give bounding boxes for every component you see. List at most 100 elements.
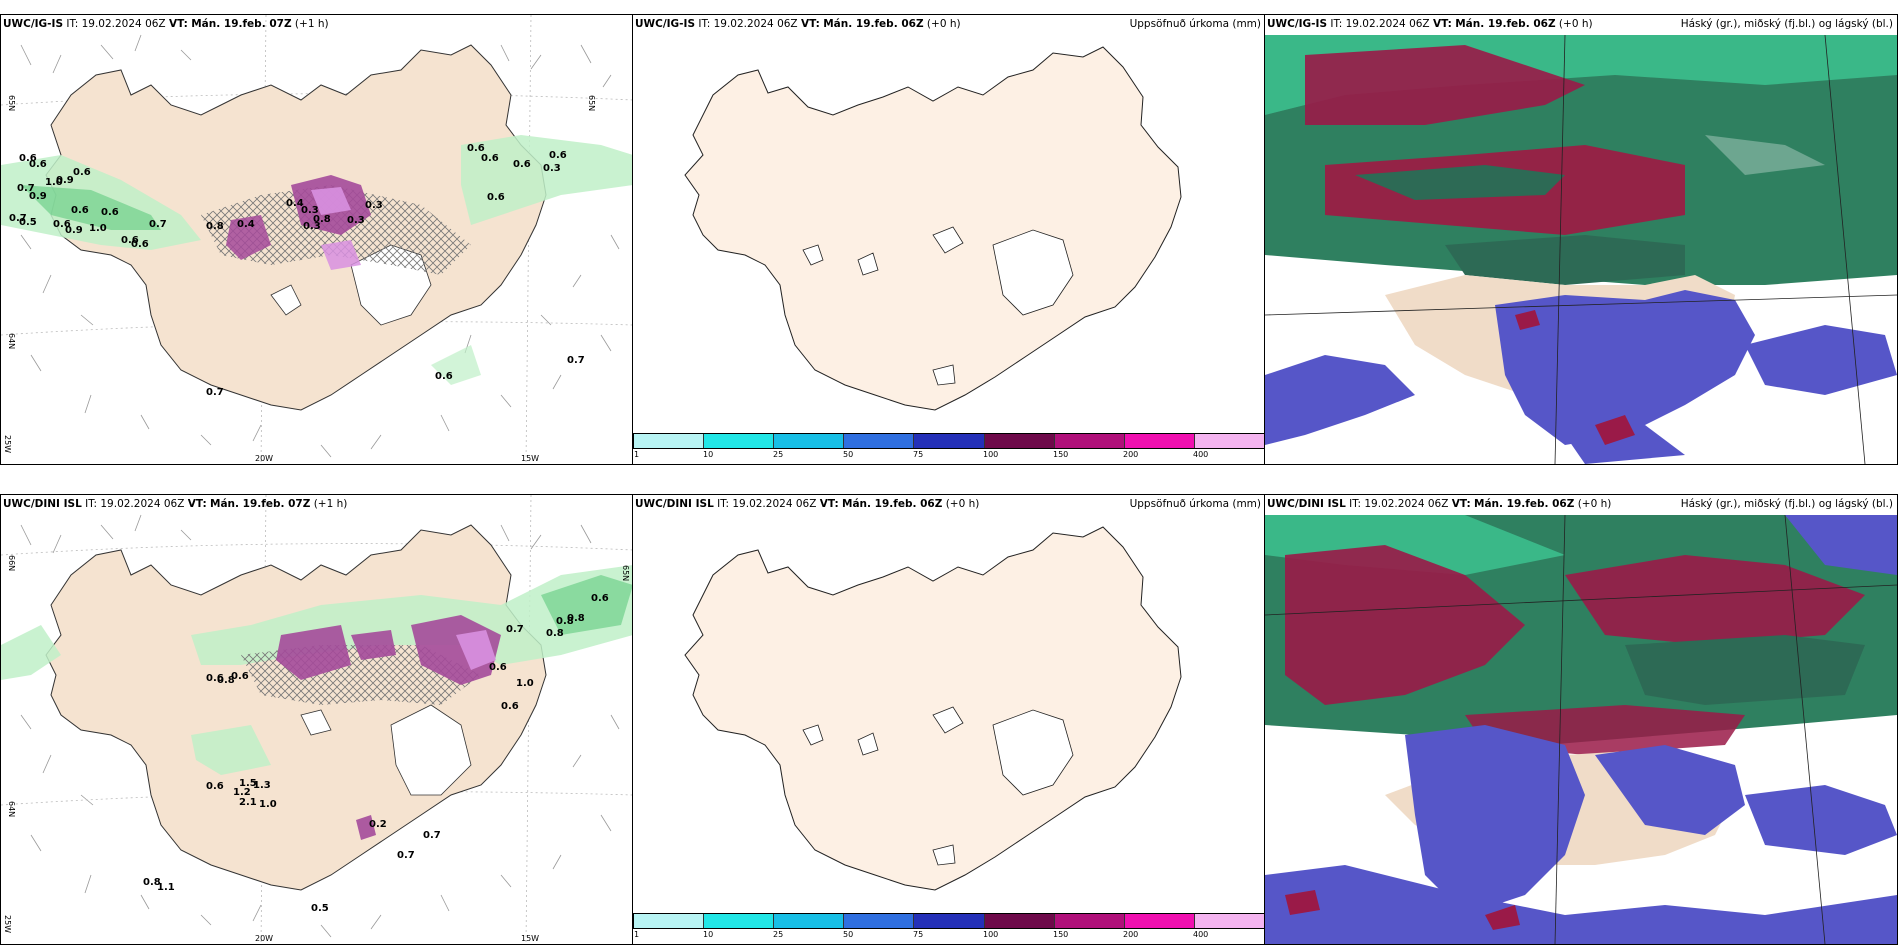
map-label: 0.6 (206, 781, 224, 792)
colorbar-seg (1124, 434, 1195, 448)
colorbar-tick: 1 (634, 450, 640, 459)
panel-header: UWC/IG-IS IT: 19.02.2024 06Z VT: Mán. 19… (3, 18, 329, 30)
vt-value: Mán. 19.feb. 07Z (191, 18, 292, 30)
colorbar-seg (1054, 914, 1125, 928)
colorbar-seg (984, 914, 1055, 928)
map-label: 0.9 (56, 175, 74, 186)
colorbar-tick: 400 (1193, 930, 1209, 939)
colorbar-tick: 200 (1123, 450, 1139, 459)
map-label: 0.7 (567, 355, 585, 366)
axis-label: 25W (3, 915, 12, 933)
vt-value: Mán. 19.feb. 07Z (210, 498, 311, 510)
map-label: 0.9 (65, 225, 83, 236)
map-label: 0.7 (17, 183, 35, 194)
vt-value: Mán. 19.feb. 06Z (823, 18, 924, 30)
map-label: 0.8 (143, 877, 161, 888)
map-label: 0.7 (397, 850, 415, 861)
bottom-left-map: 0.6 0.8 0.6 0.8 0.8 0.6 0.7 0.8 0.6 1.0 … (1, 495, 633, 944)
map-label: 0.4 (237, 219, 255, 230)
axis-label: 15W (521, 934, 539, 943)
bottom-right-map (1265, 495, 1897, 944)
map-label: 0.6 (19, 153, 37, 164)
top-left-panel: 0.6 0.6 0.6 0.7 0.7 1.0 0.9 0.9 0.6 0.5 … (0, 14, 634, 465)
colorbar-seg (984, 434, 1055, 448)
bottom-middle-map (684, 526, 1182, 891)
vt-value: Mán. 19.feb. 06Z (1455, 18, 1556, 30)
colorbar-seg (704, 434, 775, 448)
axis-label: 64N (7, 801, 16, 817)
map-label: 0.6 (481, 153, 499, 164)
map-label: 0.7 (9, 213, 27, 224)
map-label: 1.5 (239, 778, 257, 789)
colorbar-ticks: 1 10 25 50 75 100 150 200 400 (633, 450, 1265, 462)
model-name: UWC/IG-IS (635, 18, 696, 30)
colorbar-tick: 200 (1123, 930, 1139, 939)
it-label: IT: (1330, 18, 1343, 30)
map-label: 0.6 (467, 143, 485, 154)
map-label: 0.8 (556, 616, 574, 627)
vt-label: VT: (819, 498, 839, 510)
axis-label: 20W (255, 454, 273, 463)
map-label: 0.8 (567, 613, 585, 624)
colorbar-tick: 50 (843, 450, 854, 459)
colorbar-tick: 25 (773, 450, 784, 459)
colorbar-seg (1194, 434, 1264, 448)
panel-header: UWC/DINI ISL IT: 19.02.2024 06Z VT: Mán.… (1267, 498, 1611, 510)
colorbar-seg (774, 914, 845, 928)
colorbar-tick: 100 (983, 930, 999, 939)
lead-time: (+1 h) (313, 498, 348, 510)
map-label: 0.2 (369, 819, 387, 830)
map-label: 0.8 (546, 628, 564, 639)
map-label: 0.8 (313, 214, 331, 225)
vt-label: VT: (168, 18, 188, 30)
it-value: 19.02.2024 06Z (1364, 498, 1449, 510)
model-name: UWC/DINI ISL (3, 498, 82, 510)
map-label: 0.3 (303, 221, 321, 232)
map-label: 0.6 (231, 671, 249, 682)
map-label: 0.6 (206, 673, 224, 684)
colorbar-ticks: 1 10 25 50 75 100 150 200 400 (633, 930, 1265, 942)
lead-time: (+1 h) (294, 18, 329, 30)
panel-header: UWC/IG-IS IT: 19.02.2024 06Z VT: Mán. 19… (1267, 18, 1593, 30)
model-name: UWC/IG-IS (1267, 18, 1328, 30)
bottom-left-panel: 0.6 0.8 0.6 0.8 0.8 0.6 0.7 0.8 0.6 1.0 … (0, 494, 634, 945)
colorbar-seg (1124, 914, 1195, 928)
colorbar-seg (704, 914, 775, 928)
it-label: IT: (85, 498, 98, 510)
colorbar-seg (1194, 914, 1264, 928)
vt-value: Mán. 19.feb. 06Z (842, 498, 943, 510)
it-label: IT: (717, 498, 730, 510)
map-label: 0.6 (489, 662, 507, 673)
lead-time: (+0 h) (1558, 18, 1593, 30)
axis-label: 64N (7, 333, 16, 349)
map-label: 0.9 (29, 191, 47, 202)
map-label: 0.6 (513, 159, 531, 170)
colorbar-tick: 75 (913, 450, 924, 459)
top-right-map (1265, 15, 1897, 464)
colorbar-tick: 10 (703, 450, 714, 459)
colorbar-tick: 400 (1193, 450, 1209, 459)
map-label: 0.7 (506, 624, 524, 635)
colorbar-seg (1054, 434, 1125, 448)
map-label: 0.3 (301, 205, 319, 216)
colorbar-seg (914, 914, 985, 928)
top-right-panel: UWC/IG-IS IT: 19.02.2024 06Z VT: Mán. 19… (1264, 14, 1898, 465)
map-label: 0.6 (487, 192, 505, 203)
colorbar-tick: 100 (983, 450, 999, 459)
model-name: UWC/DINI ISL (1267, 498, 1346, 510)
map-label: 0.7 (206, 387, 224, 398)
axis-label: 65N (621, 565, 630, 581)
panel-header: UWC/DINI ISL IT: 19.02.2024 06Z VT: Mán.… (3, 498, 347, 510)
map-label: 0.6 (53, 219, 71, 230)
colorbar-tick: 25 (773, 930, 784, 939)
colorbar-tick: 10 (703, 930, 714, 939)
axis-label: 20W (255, 934, 273, 943)
precip-colorbar (633, 433, 1265, 449)
bottom-middle-panel: UWC/DINI ISL IT: 19.02.2024 06Z VT: Mán.… (632, 494, 1266, 945)
it-value: 19.02.2024 06Z (1345, 18, 1430, 30)
map-label: 0.6 (131, 239, 149, 250)
panel-header: UWC/DINI ISL IT: 19.02.2024 06Z VT: Mán.… (635, 498, 979, 510)
colorbar-seg (774, 434, 845, 448)
colorbar-tick: 150 (1053, 930, 1069, 939)
it-label: IT: (698, 18, 711, 30)
